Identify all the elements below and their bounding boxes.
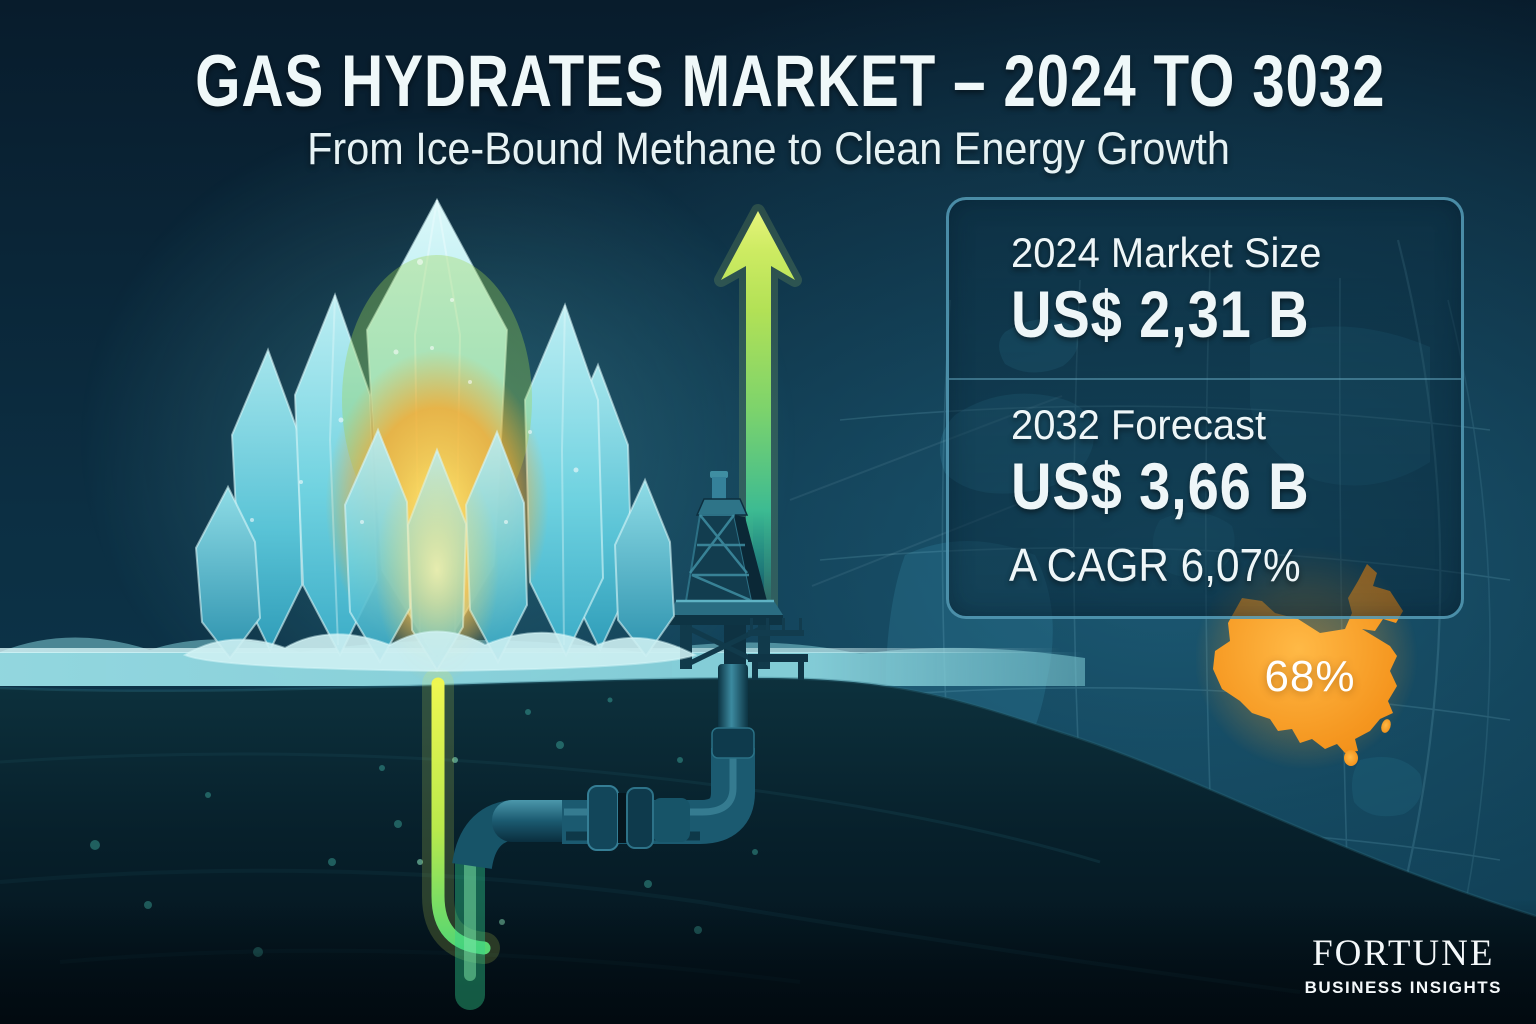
region-highlight: 68% (1194, 546, 1420, 780)
brand-logo: FORTUNE BUSINESS INSIGHTS (1304, 933, 1502, 998)
forecast-value: US$ 3,66 B (1011, 449, 1310, 523)
drill-glow-line (422, 668, 500, 1010)
subsea-pipeline (452, 612, 755, 870)
market-size-label: 2024 Market Size (1011, 229, 1322, 276)
pipeline-flange (587, 785, 690, 851)
gas-hydrate-crystal (182, 197, 698, 720)
cagr-label: A CAGR 6,07% (1009, 539, 1301, 591)
china-map (1194, 546, 1418, 770)
page-title: GAS HYDRATES MARKET – 2024 TO 3032 (195, 41, 1386, 122)
crystal-sparkles (250, 259, 579, 524)
market-stats-panel: 2024 Market Size US$ 2,31 B 2032 Forecas… (946, 197, 1464, 619)
panel-divider (949, 378, 1461, 380)
underground (0, 676, 1536, 1024)
header: GAS HYDRATES MARKET – 2024 TO 3032 (0, 41, 1536, 122)
page-subtitle: From Ice-Bound Methane to Clean Energy G… (306, 123, 1230, 174)
rig-walkway (748, 618, 808, 680)
logo-name: FORTUNE (1312, 933, 1495, 975)
subheader: From Ice-Bound Methane to Clean Energy G… (0, 124, 1536, 174)
logo-tagline: BUSINESS INSIGHTS (1304, 978, 1502, 997)
drilling-rig-icon (667, 471, 808, 680)
forecast-label: 2032 Forecast (1011, 401, 1267, 448)
market-size-value: US$ 2,31 B (1011, 277, 1310, 351)
snow-mound (182, 630, 698, 673)
china-share-label: 68% (1264, 652, 1356, 701)
